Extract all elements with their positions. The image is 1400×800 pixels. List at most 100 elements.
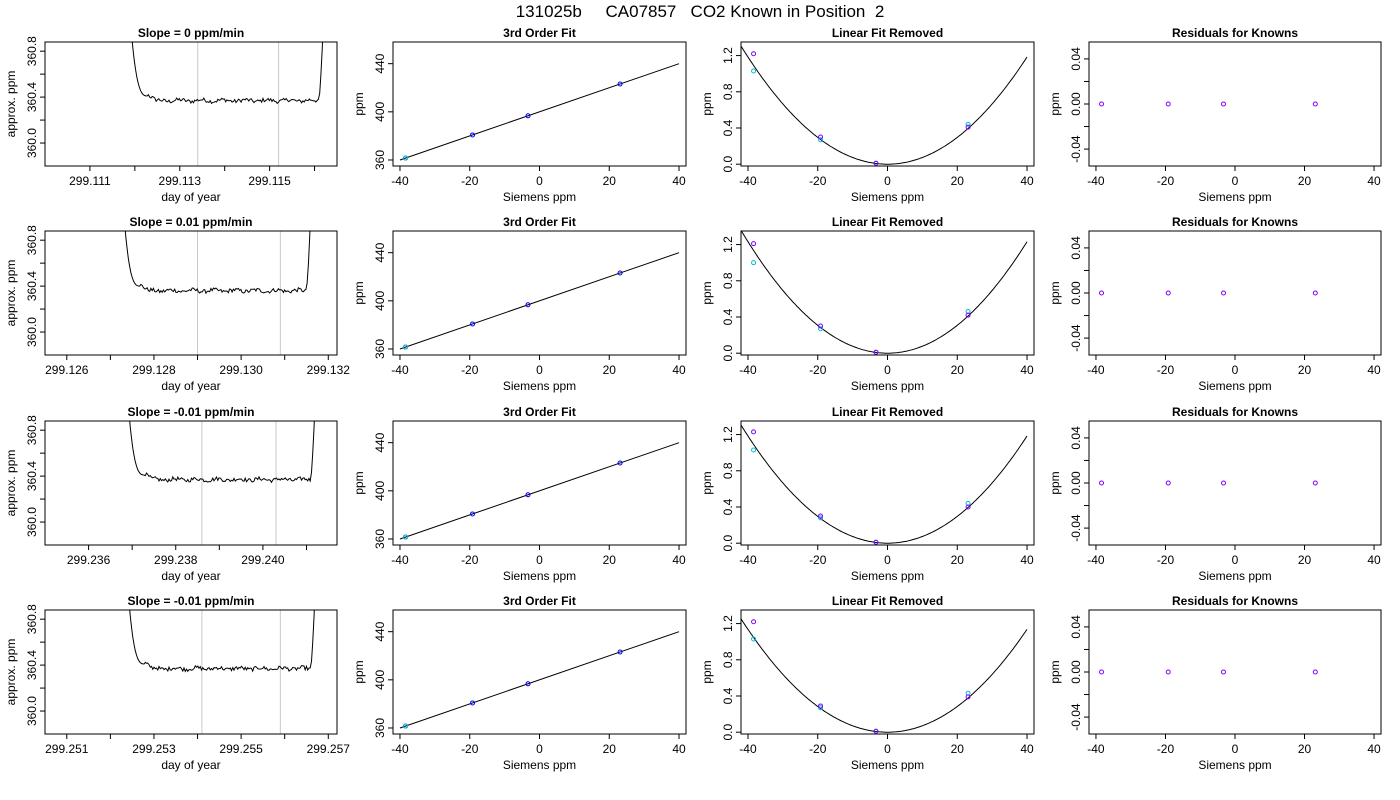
x-tick-label: 299.115: [248, 174, 291, 188]
data-point: [617, 270, 623, 276]
residual-point: [1221, 669, 1227, 675]
data-point: [470, 511, 476, 517]
fit-line: [399, 63, 680, 161]
data-point: [525, 492, 531, 498]
x-tick-label: 20: [951, 553, 965, 567]
x-tick-label: 40: [1020, 174, 1034, 188]
plot-frame: [44, 230, 338, 356]
data-point-purple: [818, 323, 824, 329]
x-tick-label: 299.236: [67, 553, 111, 567]
linear-removed-curve: [741, 424, 1028, 544]
x-tick-label: -40: [739, 742, 757, 756]
y-tick-label: 0.0: [721, 535, 735, 552]
panel-linear-row2: Linear Fit Removed -40 -20 0 20 40 0.0 0.4 0.8 1.…: [700, 405, 1035, 583]
x-tick-label: -20: [809, 174, 827, 188]
plot-frame: [44, 41, 338, 167]
y-tick-label: -0.04: [1069, 324, 1083, 352]
residual-point: [1312, 290, 1318, 296]
plot-area: [129, 421, 315, 545]
y-tick-label: -0.04: [1069, 703, 1083, 731]
data-point-purple: [873, 539, 879, 545]
fit-line: [399, 252, 680, 350]
x-tick-label: 0: [1232, 174, 1239, 188]
y-tick-label: 0.0: [721, 156, 735, 173]
x-tick-label: 0: [1232, 363, 1239, 377]
x-axis-label: Siemens ppm: [1198, 379, 1271, 393]
data-point-cyan: [965, 121, 971, 127]
x-axis-label: day of year: [161, 190, 220, 204]
x-tick-label: 40: [1020, 742, 1034, 756]
plot-area: [399, 442, 680, 540]
y-tick-label: 360.0: [25, 317, 39, 347]
residual-point: [1221, 480, 1227, 486]
y-tick-label: 0.04: [1069, 47, 1083, 71]
x-axis-label: day of year: [161, 758, 220, 772]
data-point-purple: [818, 703, 824, 709]
x-tick-label: 0: [884, 553, 891, 567]
y-tick-label: 1.2: [721, 236, 735, 253]
y-tick-label: 0.04: [1069, 236, 1083, 260]
residual-point: [1312, 669, 1318, 675]
plot-area: [399, 63, 680, 161]
residual-point: [1221, 290, 1227, 296]
plot-frame: [1088, 230, 1382, 356]
data-point-cyan: [751, 636, 757, 642]
x-tick-label: 20: [1298, 174, 1312, 188]
x-tick-label: -40: [1087, 363, 1105, 377]
panel-title: Slope = 0 ppm/min: [138, 26, 244, 40]
y-tick-label: 0.0: [721, 724, 735, 741]
figure-title: 131025b CA07857 CO2 Known in Position 2: [515, 2, 885, 21]
data-point-purple: [751, 51, 757, 57]
plot-frame: [44, 609, 338, 735]
residual-point: [1165, 669, 1171, 675]
x-tick-label: -20: [809, 553, 827, 567]
x-tick-label: 0: [884, 363, 891, 377]
plot-frame: [1088, 609, 1382, 735]
y-axis-label: ppm: [700, 471, 714, 494]
data-point: [525, 302, 531, 308]
x-tick-label: 0: [536, 363, 543, 377]
y-axis-label: ppm: [1048, 92, 1062, 115]
x-axis-label: Siemens ppm: [503, 758, 576, 772]
panel-title: 3rd Order Fit: [503, 26, 576, 40]
plot-area: [741, 424, 1028, 545]
data-point-cyan: [818, 137, 824, 143]
plot-frame: [740, 230, 1035, 356]
plot-area: [129, 610, 315, 734]
y-tick-label: 1.2: [721, 426, 735, 443]
y-tick-label: 0.4: [721, 119, 735, 136]
panel-trace-row2: Slope = -0.01 ppm/min 299.236 299.238 299.2…: [4, 405, 338, 583]
residual-point: [1165, 101, 1171, 107]
x-axis-label: Siemens ppm: [851, 569, 924, 583]
plot-area: [131, 42, 324, 166]
data-point-cyan: [403, 344, 409, 350]
data-point: [617, 460, 623, 466]
y-tick-label: 440: [373, 621, 387, 641]
x-tick-label: 299.255: [219, 742, 263, 756]
x-tick-label: 0: [536, 742, 543, 756]
residual-point: [1165, 290, 1171, 296]
panel-linear-row3: Linear Fit Removed -40 -20 0 20 40 0.0 0.4 0.8 1.…: [700, 594, 1035, 772]
plot-frame: [392, 420, 687, 546]
data-point: [617, 649, 623, 655]
panel-resid-row2: Residuals for Knowns -40 -20 0 20 40 -0.04 0.00…: [1048, 405, 1382, 583]
x-tick-label: -20: [1157, 174, 1175, 188]
concentration-trace: [124, 231, 311, 295]
x-axis-label: Siemens ppm: [1198, 569, 1271, 583]
y-tick-label: 360.0: [25, 696, 39, 726]
y-tick-label: 0.00: [1069, 281, 1083, 305]
y-tick-label: 0.4: [721, 687, 735, 704]
x-tick-label: 20: [603, 363, 617, 377]
panel-title: Slope = -0.01 ppm/min: [127, 594, 254, 608]
y-axis-label: approx. ppm: [4, 450, 18, 517]
x-tick-label: 40: [672, 174, 686, 188]
x-tick-label: 40: [1367, 553, 1381, 567]
panel-title: Residuals for Knowns: [1172, 405, 1298, 419]
data-point-purple: [751, 619, 757, 625]
x-tick-label: 40: [672, 363, 686, 377]
data-point-cyan: [403, 534, 409, 540]
x-tick-label: 20: [951, 742, 965, 756]
y-tick-label: 360: [373, 150, 387, 170]
data-point-purple: [818, 513, 824, 519]
y-tick-label: 400: [373, 101, 387, 121]
